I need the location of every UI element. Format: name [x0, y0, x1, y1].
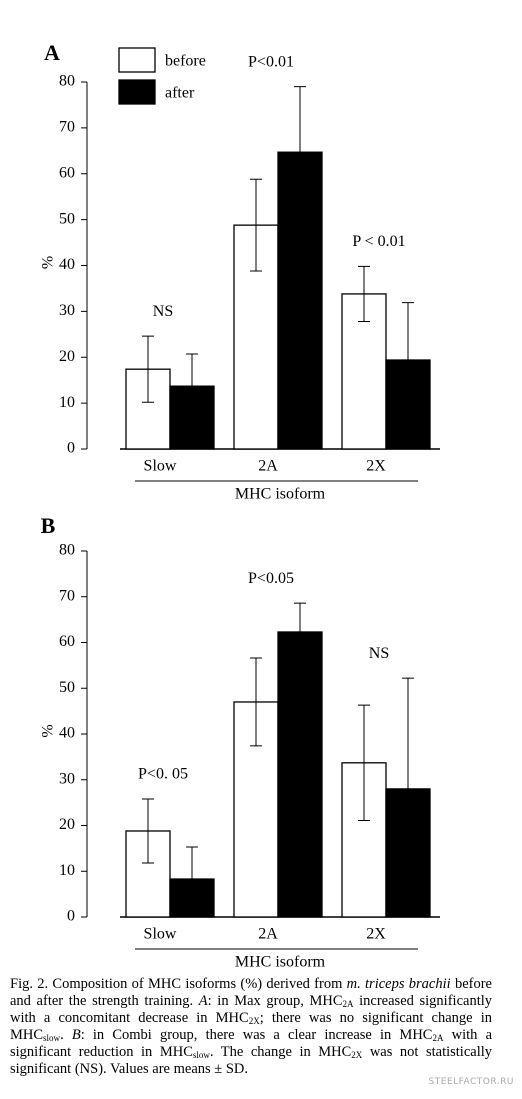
- error-bar: [142, 335, 154, 403]
- y-axis-label: %: [40, 724, 57, 737]
- x-axis-label: MHC isoform: [235, 954, 326, 971]
- x-tick-label: Slow: [144, 458, 177, 475]
- legend-label: before: [165, 53, 206, 70]
- y-axis-label: %: [40, 256, 57, 269]
- error-bar: [358, 704, 370, 821]
- bar: [277, 631, 323, 918]
- y-tick-label: 60: [59, 164, 75, 181]
- annotation: P<0.05: [248, 570, 294, 587]
- legend-label: after: [165, 85, 195, 102]
- y-tick-label: 10: [59, 394, 75, 411]
- legend-swatch: [118, 79, 156, 105]
- y-tick-label: 30: [59, 302, 75, 319]
- y-tick-label: 60: [59, 633, 75, 650]
- error-bar: [250, 178, 262, 272]
- panel-label: B: [41, 513, 56, 538]
- x-tick-label: Slow: [144, 926, 177, 943]
- panel-label: A: [44, 40, 60, 65]
- y-tick-label: 20: [59, 348, 75, 365]
- annotation: P<0. 05: [138, 766, 188, 783]
- y-tick-label: 50: [59, 210, 75, 227]
- y-tick-label: 40: [59, 725, 75, 742]
- error-bar: [402, 302, 414, 418]
- y-tick-label: 70: [59, 587, 75, 604]
- annotation: P<0.01: [248, 53, 294, 70]
- y-tick-label: 80: [59, 542, 75, 559]
- x-tick-label: 2A: [258, 926, 278, 943]
- error-bar: [294, 86, 306, 219]
- annotation: NS: [369, 645, 389, 662]
- x-axis-label: MHC isoform: [235, 486, 326, 503]
- y-tick-label: 10: [59, 862, 75, 879]
- error-bar: [402, 677, 414, 901]
- error-bar: [358, 265, 370, 322]
- error-bar: [142, 798, 154, 864]
- annotation: P < 0.01: [352, 233, 405, 250]
- x-tick-label: 2X: [366, 926, 386, 943]
- annotation: NS: [153, 303, 173, 320]
- y-tick-label: 0: [67, 440, 75, 457]
- y-tick-label: 50: [59, 679, 75, 696]
- error-bar: [186, 353, 198, 419]
- y-tick-label: 20: [59, 816, 75, 833]
- error-bar: [250, 657, 262, 747]
- y-tick-label: 40: [59, 256, 75, 273]
- y-tick-label: 70: [59, 119, 75, 136]
- y-tick-label: 0: [67, 908, 75, 925]
- y-tick-label: 80: [59, 73, 75, 90]
- x-tick-label: 2A: [258, 458, 278, 475]
- figure: A 0 10 20 30 40 50 60 70 80% Slow NS 2A P<0.01 2X P < 0…: [40, 40, 440, 971]
- caption: Fig. 2. Composition of MHC isoforms (%) …: [10, 976, 493, 1077]
- legend-swatch: [118, 47, 156, 73]
- y-tick-label: 30: [59, 770, 75, 787]
- error-bar: [294, 602, 306, 662]
- watermark: STEELFACTOR.RU: [428, 1077, 514, 1087]
- error-bar: [186, 846, 198, 912]
- x-tick-label: 2X: [366, 458, 386, 475]
